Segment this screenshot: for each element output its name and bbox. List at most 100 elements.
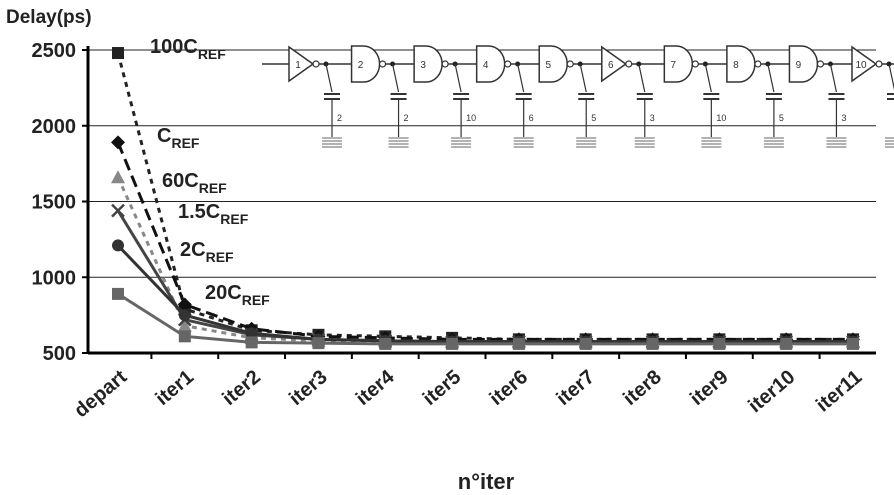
series-label: 100CREF bbox=[150, 36, 226, 62]
x-tick-label: iter5 bbox=[419, 366, 466, 410]
gate-stage: 22 bbox=[350, 45, 415, 148]
y-tick-label: 2000 bbox=[32, 116, 77, 138]
axes bbox=[82, 46, 876, 359]
cap-value-label: 6 bbox=[529, 113, 534, 123]
series-line bbox=[117, 292, 853, 346]
cap-wire bbox=[454, 63, 462, 93]
series-label: 20CREF bbox=[205, 282, 270, 308]
cap-wire bbox=[829, 63, 838, 93]
gate-stage: 46 bbox=[475, 45, 540, 148]
cap-wire bbox=[391, 63, 400, 93]
x-tick-label: iter9 bbox=[686, 366, 733, 410]
y-tick-label: 500 bbox=[43, 343, 76, 365]
data-point bbox=[780, 337, 793, 350]
data-series bbox=[111, 47, 860, 350]
nand-gate bbox=[413, 45, 443, 83]
cap-wire bbox=[888, 63, 894, 91]
y-tick-labels: 500 1000 1500 2000 2500 bbox=[32, 40, 77, 365]
gate-label: 4 bbox=[483, 60, 489, 71]
y-tick-label: 1000 bbox=[32, 267, 77, 289]
x-tick-label: iter2 bbox=[218, 366, 265, 410]
cap-wire bbox=[767, 63, 775, 93]
gate-stage: 1010 bbox=[851, 45, 894, 148]
series-line bbox=[116, 209, 853, 344]
cap-value-label: 2 bbox=[337, 113, 342, 123]
gate-stage: 3 10 bbox=[413, 45, 477, 148]
gate-label: 5 bbox=[545, 60, 551, 71]
data-point bbox=[379, 337, 392, 350]
gate-label: 2 bbox=[358, 60, 364, 71]
x-tick-label: iter11 bbox=[812, 366, 866, 416]
gate-label: 8 bbox=[733, 60, 739, 71]
series-label: 60CREF bbox=[162, 170, 227, 196]
x-tick-label: iter8 bbox=[619, 366, 666, 410]
gate-stage: 7 10 bbox=[663, 45, 727, 148]
cap-value-label: 3 bbox=[841, 113, 846, 123]
data-point bbox=[112, 239, 124, 252]
y-tick-label: 2500 bbox=[32, 40, 77, 62]
data-point bbox=[177, 318, 192, 332]
nand-gate bbox=[663, 45, 694, 83]
series-line bbox=[116, 244, 853, 344]
x-tick-label: iter6 bbox=[486, 366, 533, 410]
cap-value-label: 5 bbox=[591, 113, 596, 123]
nand-gate bbox=[726, 45, 756, 83]
cap-value-label: 5 bbox=[779, 113, 784, 123]
cap-value-label: 3 bbox=[650, 113, 655, 123]
cap-value-label: 10 bbox=[716, 113, 726, 123]
cap-wire bbox=[325, 63, 333, 93]
series-label: CREF bbox=[157, 125, 200, 151]
data-point bbox=[111, 170, 125, 184]
data-point bbox=[446, 337, 459, 350]
y-tick-label: 1500 bbox=[32, 192, 77, 214]
gate-label: 9 bbox=[796, 60, 802, 71]
inverter-gate bbox=[601, 45, 628, 83]
gate-bubble bbox=[625, 60, 633, 68]
gate-bubble bbox=[504, 60, 512, 68]
gate-label: 6 bbox=[608, 60, 614, 71]
data-point bbox=[847, 337, 859, 350]
data-point bbox=[178, 330, 191, 343]
data-point bbox=[245, 327, 258, 340]
x-tick-label: depart bbox=[70, 366, 131, 422]
gate-bubble bbox=[312, 60, 320, 68]
gate-stage: 63 bbox=[601, 45, 665, 148]
inverter-gate bbox=[288, 45, 315, 83]
cap-value-label: 10 bbox=[466, 113, 476, 123]
series-c bbox=[111, 135, 860, 347]
gate-stage: 85 bbox=[726, 45, 790, 148]
gate-chain-inset: 122231046556371085931010 bbox=[262, 45, 894, 148]
gate-bubble bbox=[691, 60, 699, 68]
x-axis-label: n°iter bbox=[458, 469, 515, 494]
cap-wire bbox=[517, 63, 525, 93]
cap-value-label: 2 bbox=[404, 113, 409, 123]
data-point bbox=[646, 337, 659, 350]
gate-stage: 93 bbox=[788, 45, 852, 148]
cap-wire bbox=[579, 63, 587, 93]
x-tick-label: iter1 bbox=[152, 366, 199, 410]
grid-lines bbox=[88, 49, 876, 278]
nand-gate bbox=[788, 45, 819, 83]
gate-label: 1 bbox=[295, 60, 301, 71]
nand-gate bbox=[350, 45, 381, 83]
series-20c bbox=[112, 287, 859, 350]
data-point bbox=[111, 203, 125, 218]
x-tick-label: iter7 bbox=[552, 366, 599, 410]
y-axis-label: Delay(ps) bbox=[6, 7, 92, 28]
x-tick-label: iter10 bbox=[744, 366, 799, 417]
nand-gate bbox=[538, 45, 568, 83]
gate-bubble bbox=[566, 60, 574, 68]
series-line bbox=[116, 141, 853, 341]
gate-label: 10 bbox=[855, 60, 867, 71]
x-tick-labels: depart iter1 iter2 iter3 iter4 iter5 iter6 iter… bbox=[70, 365, 866, 422]
x-tick-label: iter3 bbox=[285, 366, 332, 410]
cap-wire bbox=[704, 63, 712, 93]
data-point bbox=[713, 337, 726, 350]
data-point bbox=[111, 135, 125, 150]
data-point bbox=[245, 336, 258, 349]
gate-label: 3 bbox=[420, 60, 426, 71]
gate-bubble bbox=[875, 60, 883, 68]
data-point bbox=[512, 337, 525, 350]
series-label: 2CREF bbox=[180, 239, 234, 265]
x-tick-label: iter4 bbox=[352, 365, 399, 410]
